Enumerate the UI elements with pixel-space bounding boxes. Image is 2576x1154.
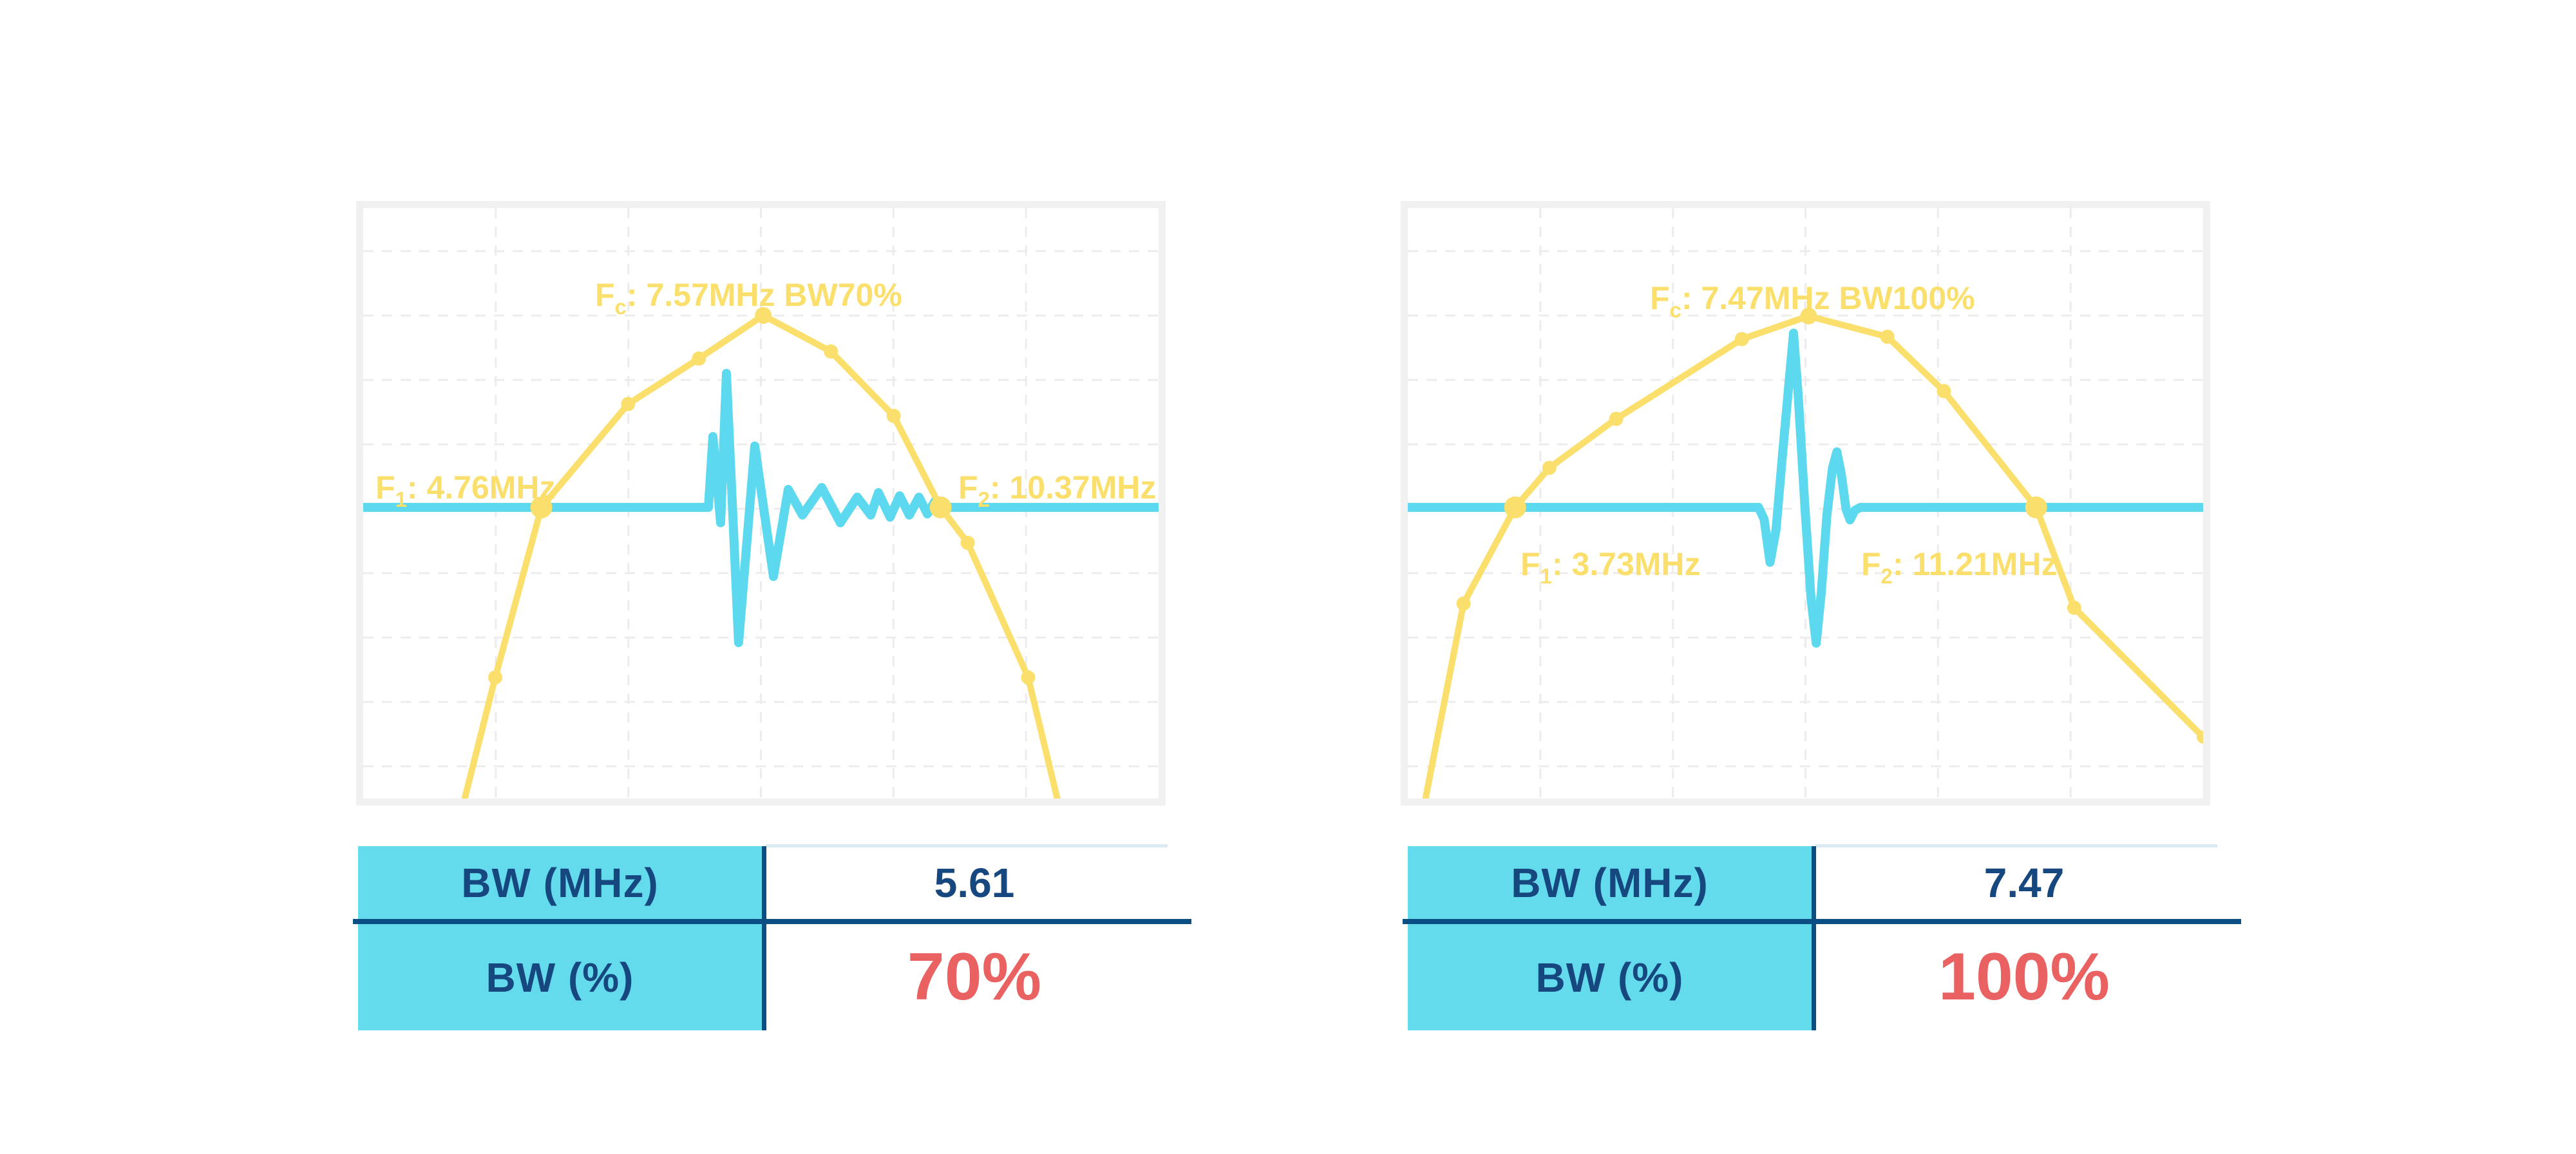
- pulse-waveform: [1408, 328, 2203, 648]
- data-point-marker: [886, 408, 901, 423]
- data-point-marker: [1021, 670, 1036, 685]
- data-point-marker: [1609, 411, 1624, 426]
- center-frequency-annotation: Fc: 7.47MHz BW100%: [1650, 280, 1975, 322]
- table-row: BW (%) 100%: [1408, 924, 2241, 1030]
- f2-frequency-annotation: F2: 10.37MHz: [958, 469, 1156, 511]
- right-bw-table: BW (MHz) 7.47 BW (%) 100%: [1403, 844, 2241, 1030]
- bw-percent-label: BW (%): [486, 954, 634, 1001]
- data-point-marker: [530, 496, 553, 518]
- spectrum-markers: [488, 307, 1036, 685]
- bw-mhz-value: 5.61: [934, 859, 1015, 906]
- bw-mhz-value: 7.47: [1984, 859, 2065, 906]
- data-point-marker: [1734, 332, 1749, 346]
- data-point-marker: [2197, 730, 2203, 744]
- left-table-horizontal-rule: [353, 919, 1191, 924]
- table-row: BW (MHz) 5.61: [358, 846, 1191, 919]
- data-point-marker: [824, 344, 838, 359]
- right-table-top-rule: [1815, 844, 2217, 847]
- right-table-vertical-rule: [1812, 846, 1816, 1030]
- table-row: BW (MHz) 7.47: [1408, 846, 2241, 919]
- data-point-marker: [1456, 596, 1471, 611]
- data-point-marker: [1542, 460, 1557, 475]
- data-point-marker: [2067, 600, 2081, 615]
- data-point-marker: [621, 397, 636, 411]
- right-table-horizontal-rule: [1403, 919, 2241, 924]
- data-point-marker: [692, 351, 706, 366]
- f1-frequency-annotation: F1: 4.76MHz: [375, 469, 556, 511]
- left-table-vertical-rule: [762, 846, 766, 1030]
- spectrum-curve: [461, 312, 1061, 799]
- right-chart-panel: Fc: 7.47MHz BW100% F1: 3.73MHz F2: 11.21MH…: [1401, 201, 2210, 806]
- bw-percent-label: BW (%): [1535, 954, 1684, 1001]
- data-point-marker: [2025, 496, 2047, 518]
- spectrum-markers: [1456, 307, 2203, 744]
- bw-percent-value: 70%: [907, 940, 1042, 1014]
- bw-mhz-label: BW (MHz): [1511, 859, 1709, 906]
- f1-frequency-annotation: F1: 3.73MHz: [1520, 546, 1701, 588]
- left-table-top-rule: [766, 844, 1168, 847]
- left-chart-panel: Fc: 7.57MHz BW70% F1: 4.76MHz F2: 10.37MHz: [356, 201, 1166, 806]
- data-point-marker: [929, 496, 952, 518]
- bw-percent-value: 100%: [1938, 940, 2110, 1014]
- data-point-marker: [1800, 307, 1817, 325]
- data-point-marker: [960, 535, 975, 550]
- data-point-marker: [1937, 384, 1951, 399]
- left-chart-canvas: Fc: 7.57MHz BW70% F1: 4.76MHz F2: 10.37MHz: [363, 208, 1159, 799]
- right-table-header-column: [1408, 846, 1812, 1030]
- pulse-waveform: [363, 368, 1159, 647]
- gridlines: [363, 208, 1159, 799]
- right-chart-canvas: Fc: 7.47MHz BW100% F1: 3.73MHz F2: 11.21MH…: [1408, 208, 2203, 799]
- data-point-marker: [1880, 329, 1895, 344]
- table-row: BW (%) 70%: [358, 924, 1191, 1030]
- left-table-header-column: [358, 846, 762, 1030]
- spectrum-curve: [1422, 312, 2203, 799]
- left-bw-table: BW (MHz) 5.61 BW (%) 70%: [353, 844, 1191, 1030]
- data-point-marker: [488, 670, 502, 685]
- f2-frequency-annotation: F2: 11.21MHz: [1861, 546, 2058, 588]
- bw-mhz-label: BW (MHz): [461, 859, 659, 906]
- center-frequency-annotation: Fc: 7.57MHz BW70%: [595, 277, 902, 319]
- data-point-marker: [1504, 496, 1526, 518]
- data-point-marker: [755, 307, 772, 324]
